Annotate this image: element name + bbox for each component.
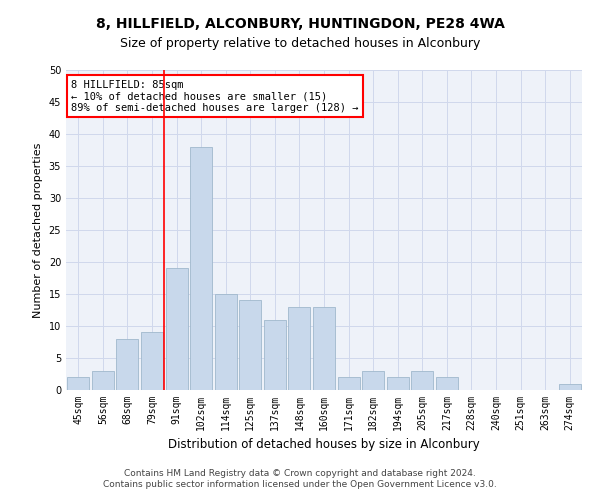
Bar: [215, 294, 237, 390]
Bar: [67, 377, 89, 390]
Bar: [289, 307, 310, 390]
Bar: [116, 339, 139, 390]
Text: Size of property relative to detached houses in Alconbury: Size of property relative to detached ho…: [120, 38, 480, 51]
Bar: [239, 300, 262, 390]
Text: Contains HM Land Registry data © Crown copyright and database right 2024.: Contains HM Land Registry data © Crown c…: [124, 468, 476, 477]
Bar: [313, 307, 335, 390]
Bar: [411, 371, 433, 390]
Bar: [436, 377, 458, 390]
Bar: [190, 147, 212, 390]
Bar: [559, 384, 581, 390]
Bar: [338, 377, 359, 390]
Bar: [92, 371, 114, 390]
Y-axis label: Number of detached properties: Number of detached properties: [33, 142, 43, 318]
Bar: [362, 371, 384, 390]
X-axis label: Distribution of detached houses by size in Alconbury: Distribution of detached houses by size …: [168, 438, 480, 452]
Bar: [141, 332, 163, 390]
Text: Contains public sector information licensed under the Open Government Licence v3: Contains public sector information licen…: [103, 480, 497, 489]
Text: 8, HILLFIELD, ALCONBURY, HUNTINGDON, PE28 4WA: 8, HILLFIELD, ALCONBURY, HUNTINGDON, PE2…: [95, 18, 505, 32]
Text: 8 HILLFIELD: 85sqm
← 10% of detached houses are smaller (15)
89% of semi-detache: 8 HILLFIELD: 85sqm ← 10% of detached hou…: [71, 80, 359, 113]
Bar: [386, 377, 409, 390]
Bar: [264, 320, 286, 390]
Bar: [166, 268, 188, 390]
